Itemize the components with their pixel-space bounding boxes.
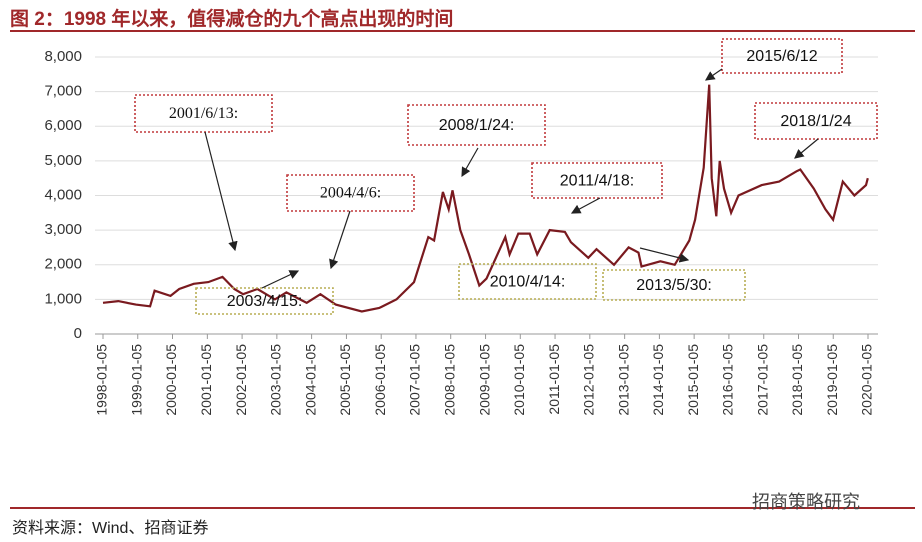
x-tick-label: 2011-01-05 (546, 344, 562, 415)
annotation-box (602, 269, 746, 301)
x-tick-label: 2020-01-05 (859, 344, 875, 416)
annotation-label: 2010/4/14: (490, 274, 566, 291)
annotation-label: 2008/1/24: (439, 117, 515, 134)
x-tick-label: 2018-01-05 (789, 344, 805, 416)
annotation-arrow (204, 131, 238, 252)
watermark: 招商策略研究 (752, 492, 860, 512)
y-tick-label: 1,000 (44, 290, 82, 307)
y-tick-label: 8,000 (44, 48, 82, 65)
x-tick-label: 2006-01-05 (372, 344, 388, 416)
annotation-arrow (794, 138, 819, 159)
annotation-arrow (639, 247, 690, 263)
y-tick-label: 2,000 (44, 256, 82, 273)
x-tick-label: 2015-01-05 (685, 344, 701, 416)
annotation-label: 2004/4/6: (320, 185, 381, 202)
annotation-label: 2011/4/18: (560, 173, 634, 190)
annotation-arrow (261, 270, 300, 289)
annotation-box (195, 287, 334, 315)
x-tick-label: 1999-01-05 (128, 344, 144, 416)
x-tick-label: 2016-01-05 (720, 344, 736, 416)
annotation-label: 2015/6/12 (746, 48, 817, 65)
x-tick-label: 2009-01-05 (476, 344, 492, 416)
x-tick-label: 2013-01-05 (615, 344, 631, 416)
x-tick-label: 2000-01-05 (163, 344, 179, 416)
y-tick-label: 3,000 (44, 221, 82, 238)
annotation-box (754, 102, 878, 140)
annotation-arrow (461, 147, 479, 178)
x-tick-label: 2002-01-05 (233, 344, 249, 416)
x-tick-label: 2007-01-05 (407, 344, 423, 416)
annotation-arrow (329, 210, 351, 270)
annotation-box (134, 94, 273, 133)
x-tick-label: 2004-01-05 (302, 344, 318, 416)
series-line (102, 84, 869, 313)
annotation-arrow (570, 197, 601, 214)
annotation-label: 2003/4/15: (227, 293, 303, 310)
y-tick-label: 4,000 (44, 186, 82, 203)
annotation-box (458, 263, 597, 300)
annotation-box (531, 162, 663, 199)
x-tick-label: 2012-01-05 (581, 344, 597, 416)
annotation-box (407, 104, 546, 146)
annotation-arrow (705, 68, 723, 81)
annotation-box (721, 38, 843, 74)
x-tick-label: 2017-01-05 (754, 344, 770, 416)
y-tick-label: 6,000 (44, 117, 82, 134)
x-tick-label: 2010-01-05 (511, 344, 527, 416)
x-tick-label: 2014-01-05 (650, 344, 666, 416)
x-tick-label: 1998-01-05 (94, 344, 110, 416)
y-tick-label: 7,000 (44, 83, 82, 100)
x-tick-label: 2005-01-05 (337, 344, 353, 416)
annotation-label: 2001/6/13: (169, 105, 238, 122)
chart-title: 图 2：1998 年以来，值得减仓的九个高点出现的时间 (10, 9, 454, 30)
annotation-box (286, 174, 415, 212)
x-tick-label: 2003-01-05 (268, 344, 284, 416)
annotation-label: 2018/1/24 (780, 113, 851, 130)
y-tick-label: 0 (74, 325, 82, 342)
x-tick-label: 2019-01-05 (824, 344, 840, 416)
y-tick-label: 5,000 (44, 152, 82, 169)
x-tick-label: 2001-01-05 (198, 344, 214, 416)
x-tick-label: 2008-01-05 (441, 344, 457, 416)
annotation-label: 2013/5/30: (636, 277, 712, 294)
source-note: 资料来源：Wind、招商证券 (12, 520, 209, 537)
